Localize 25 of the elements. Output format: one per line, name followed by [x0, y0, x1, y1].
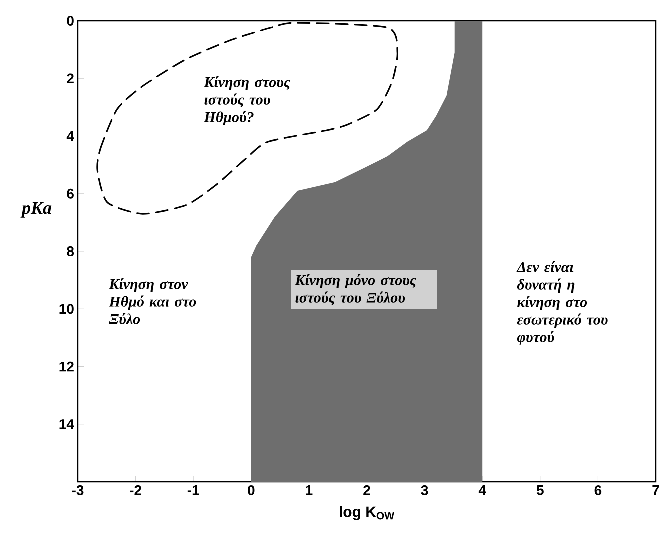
y-tick-label: 14 [60, 420, 74, 430]
annotation: Κίνηση στον Ηθμό και στο Ξύλο [109, 278, 196, 324]
x-tick-label: 6 [594, 486, 602, 496]
y-tick-label: 10 [60, 304, 74, 314]
x-tick-label: 7 [652, 486, 660, 496]
x-tick-label: -2 [130, 486, 142, 496]
x-tick-label: -3 [72, 486, 84, 496]
annotation: Κίνηση μόνο στους ιστούς του Ξύλου [295, 274, 417, 306]
annotation: Κίνηση στους ιστούς του Ηθμού? [204, 76, 291, 126]
x-tick-label: 1 [306, 486, 313, 496]
y-tick-label: 12 [60, 362, 74, 372]
x-tick-label: 2 [364, 486, 370, 496]
x-tick-label: 0 [248, 486, 255, 496]
y-axis-title: pKa [20, 202, 52, 218]
x-tick-label: 5 [536, 486, 544, 496]
y-tick-label: 4 [66, 131, 74, 142]
y-tick-label: 0 [67, 16, 74, 26]
x-tick-label: 3 [421, 486, 428, 496]
x-tick-label: 4 [478, 486, 486, 496]
x-axis-title: log K$_{OW}$ [340, 506, 395, 520]
y-tick-label: 8 [67, 246, 74, 256]
annotation: Δεν είναι δυνατή η κίνηση στο εσωτερικό του φυτού [516, 261, 608, 346]
y-tick-label: 2 [67, 74, 74, 84]
y-tick-label: 6 [67, 188, 74, 199]
x-tick-label: -1 [188, 486, 200, 496]
